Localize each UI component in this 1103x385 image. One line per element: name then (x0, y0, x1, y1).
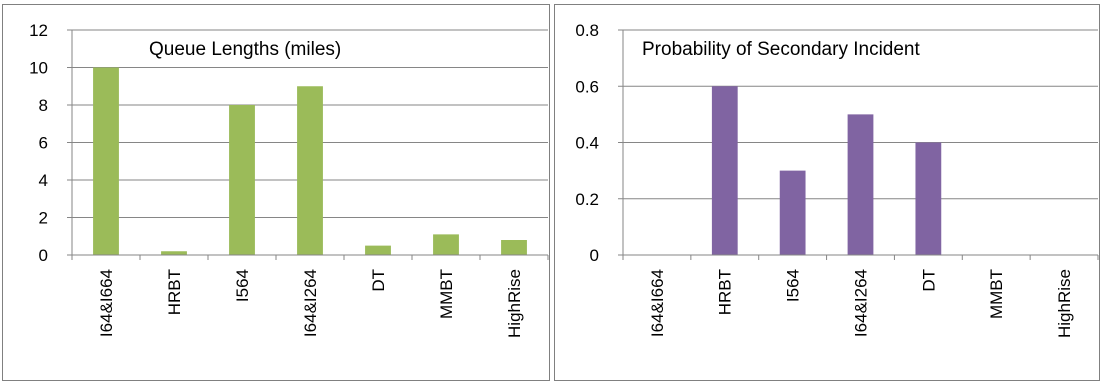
queue-y-tick-label: 8 (39, 96, 48, 115)
queue-lengths-chart-svg: 0 2 4 6 8 10 12 I64&I664 HRBT I564 I64&I264 DT MMBT H… (29, 21, 549, 338)
incident-category-label: MMBT (987, 269, 1006, 319)
secondary-incident-chart: 0 0.2 0.4 0.6 0.8 I64&I664 HRBT I564 I64&I264 DT M… (554, 4, 1100, 381)
queue-lengths-chart: 0 2 4 6 8 10 12 I64&I664 HRBT I564 I64&I264 DT MMBT H… (2, 4, 550, 381)
queue-y-tick-label: 2 (39, 209, 48, 228)
queue-y-tick-label: 6 (39, 134, 48, 153)
incident-y-tick-label: 0.2 (575, 190, 599, 209)
queue-bar (501, 240, 527, 255)
incident-category-label: HighRise (1055, 269, 1074, 338)
incident-y-tick-label: 0.8 (575, 21, 599, 40)
secondary-incident-chart-svg: 0 0.2 0.4 0.6 0.8 I64&I664 HRBT I564 I64&I264 DT M… (575, 21, 1099, 338)
incident-category-label: I64&I264 (851, 269, 870, 337)
queue-bar (161, 251, 187, 255)
queue-bar (93, 67, 119, 255)
incident-bar (779, 170, 806, 255)
queue-bar (365, 245, 391, 255)
incident-category-label: I564 (784, 269, 803, 302)
queue-bar (297, 86, 323, 255)
queue-category-label: HRBT (165, 269, 184, 315)
incident-bar (915, 142, 942, 255)
incident-y-tick-label: 0.4 (575, 134, 599, 153)
queue-category-label: HighRise (505, 269, 524, 338)
queue-category-label: MMBT (437, 269, 456, 319)
queue-y-tick-label: 12 (29, 21, 48, 40)
queue-category-label: I564 (233, 269, 252, 302)
queue-category-label: DT (369, 269, 388, 292)
incident-y-tick-label: 0 (590, 246, 599, 265)
incident-category-label: HRBT (716, 269, 735, 315)
queue-category-label: I64&I664 (97, 269, 116, 337)
incident-y-tick-label: 0.6 (575, 77, 599, 96)
incident-chart-title: Probability of Secondary Incident (642, 39, 920, 60)
queue-category-label: I64&I264 (301, 269, 320, 337)
queue-bar (229, 105, 255, 255)
queue-bar (433, 234, 459, 255)
incident-bar (711, 86, 738, 255)
incident-bar (847, 114, 874, 255)
queue-y-tick-label: 0 (39, 246, 48, 265)
queue-y-tick-label: 10 (29, 59, 48, 78)
queue-y-tick-label: 4 (39, 171, 48, 190)
queue-chart-title: Queue Lengths (miles) (149, 39, 341, 60)
incident-category-label: DT (919, 269, 938, 292)
incident-category-label: I64&I664 (648, 269, 667, 337)
